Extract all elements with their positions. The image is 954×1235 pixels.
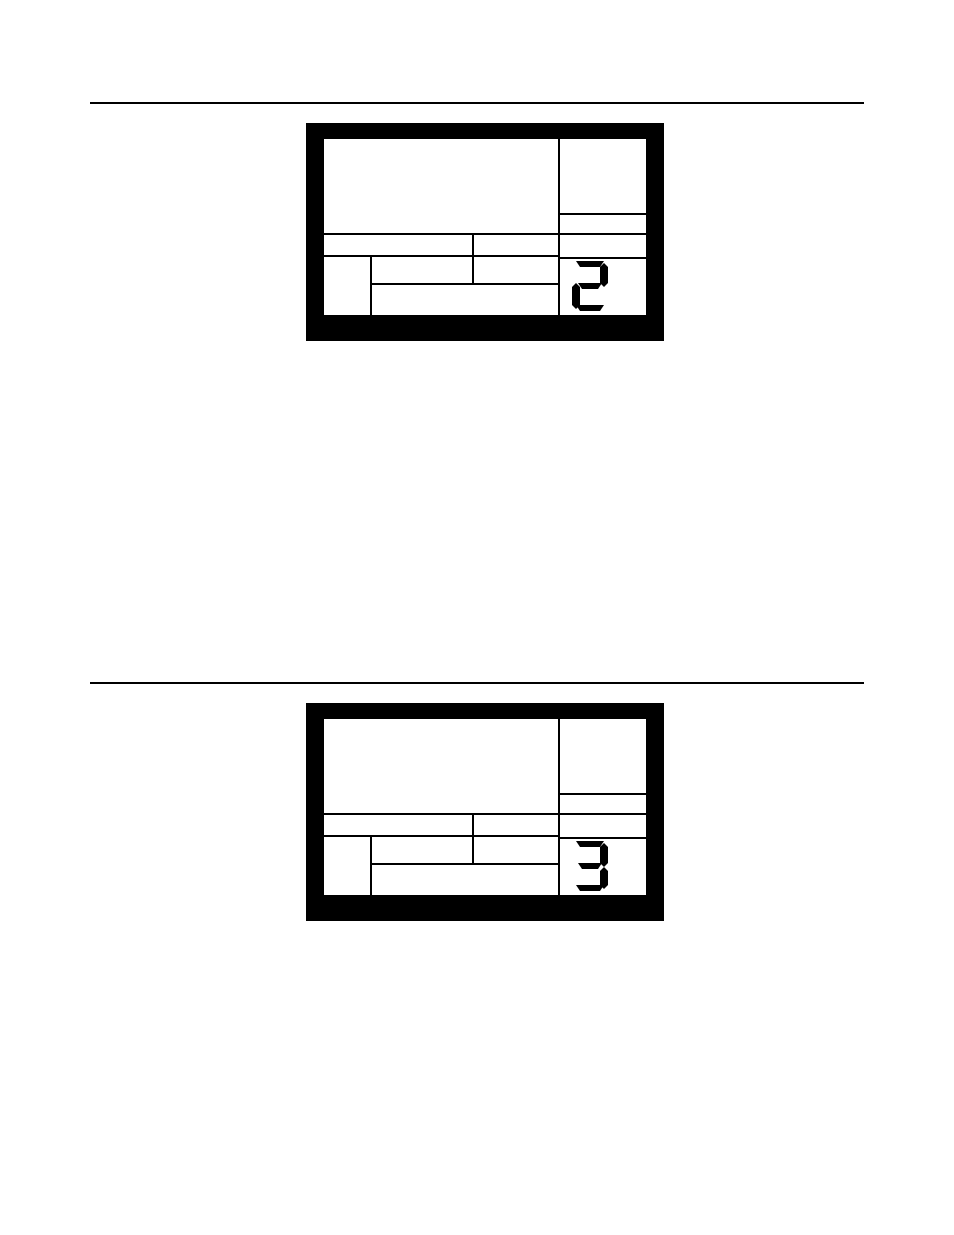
grid-line	[370, 255, 372, 315]
digit-display-2	[572, 841, 608, 891]
grid-line	[558, 719, 560, 813]
grid-line	[558, 793, 646, 795]
grid-line	[558, 257, 646, 259]
grid-line	[324, 255, 558, 257]
grid-line	[324, 835, 558, 837]
divider-mid	[90, 682, 864, 684]
grid-line	[558, 837, 646, 839]
grid-line	[370, 283, 558, 285]
grid-line	[558, 233, 560, 315]
grid-line	[324, 813, 646, 815]
digit-display-1	[572, 261, 608, 311]
lcd-panel-1	[306, 123, 664, 341]
lcd-inner-2	[324, 719, 646, 895]
divider-top	[90, 102, 864, 104]
grid-line	[472, 813, 474, 863]
grid-line	[370, 835, 372, 895]
lcd-inner-1	[324, 139, 646, 315]
grid-line	[472, 233, 474, 283]
grid-line	[558, 213, 646, 215]
grid-line	[558, 813, 560, 895]
grid-line	[370, 863, 558, 865]
grid-line	[324, 233, 646, 235]
grid-line	[558, 139, 560, 233]
lcd-panel-2	[306, 703, 664, 921]
